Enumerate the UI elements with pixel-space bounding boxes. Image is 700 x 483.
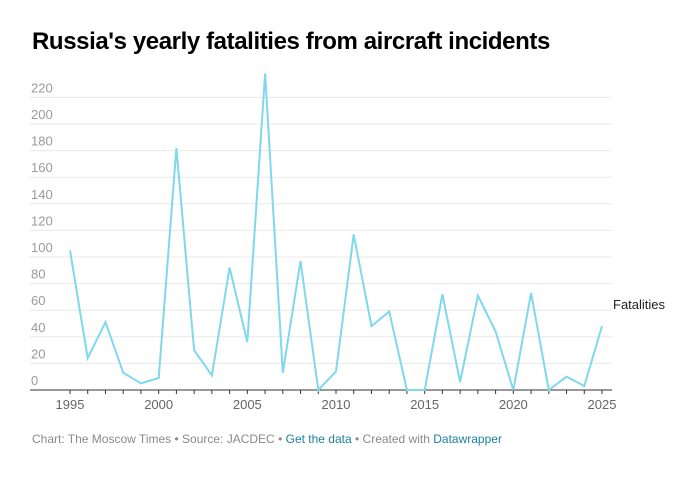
data-point bbox=[192, 348, 197, 353]
data-point bbox=[458, 380, 463, 385]
data-point bbox=[546, 388, 551, 393]
data-point bbox=[582, 384, 587, 389]
data-point bbox=[564, 374, 569, 379]
footer-separator: • bbox=[171, 432, 183, 446]
data-point bbox=[245, 340, 250, 345]
data-point bbox=[404, 388, 409, 393]
series-line-fatalities bbox=[69, 73, 603, 393]
data-point bbox=[298, 258, 303, 263]
x-tick-label: 2020 bbox=[499, 397, 528, 412]
data-point bbox=[103, 320, 108, 325]
data-point bbox=[85, 356, 90, 361]
y-tick-label: 180 bbox=[31, 134, 53, 149]
data-point bbox=[156, 376, 161, 381]
chart-title: Russia's yearly fatalities from aircraft… bbox=[32, 28, 550, 55]
series-layer: Fatalities bbox=[68, 71, 666, 393]
data-point bbox=[475, 293, 480, 298]
chart-credit: Chart: The Moscow Times bbox=[32, 432, 172, 446]
x-tick-label: 2025 bbox=[588, 397, 617, 412]
data-point bbox=[209, 373, 214, 378]
data-point bbox=[529, 290, 534, 295]
y-tick-label: 200 bbox=[31, 107, 53, 122]
x-axis-ticks: 1995 2000 2005 2010 2015 2020 2025 bbox=[56, 390, 617, 412]
x-tick-label: 2000 bbox=[144, 397, 173, 412]
y-tick-label: 20 bbox=[31, 346, 45, 361]
y-tick-label: 40 bbox=[31, 320, 45, 335]
y-tick-label: 160 bbox=[31, 160, 53, 175]
data-point bbox=[227, 265, 232, 270]
x-tick-label: 1995 bbox=[56, 397, 85, 412]
data-point bbox=[316, 388, 321, 393]
y-tick-label: 220 bbox=[31, 80, 53, 95]
data-point bbox=[422, 388, 427, 393]
data-point bbox=[174, 145, 179, 150]
gridlines bbox=[30, 96, 612, 391]
y-tick-label: 0 bbox=[31, 373, 38, 388]
footer-separator: • bbox=[274, 432, 286, 446]
data-point bbox=[387, 309, 392, 314]
chart-footer: Chart: The Moscow Times • Source: JACDEC… bbox=[32, 432, 502, 446]
data-point bbox=[351, 232, 356, 237]
data-point bbox=[121, 370, 126, 375]
data-point bbox=[280, 370, 285, 375]
y-tick-label: 80 bbox=[31, 267, 45, 282]
data-point bbox=[493, 329, 498, 334]
y-tick-label: 100 bbox=[31, 240, 53, 255]
data-point bbox=[369, 324, 374, 329]
data-point bbox=[600, 324, 605, 329]
data-point bbox=[138, 381, 143, 386]
y-tick-label: 60 bbox=[31, 293, 45, 308]
y-axis-ticks: 0 20 40 60 80 100 120 140 160 180 200 220 bbox=[31, 80, 53, 388]
data-point bbox=[263, 71, 268, 76]
chart-source: Source: JACDEC bbox=[182, 432, 275, 446]
created-with-text: Created with bbox=[362, 432, 430, 446]
data-point bbox=[511, 388, 516, 393]
x-tick-label: 2015 bbox=[410, 397, 439, 412]
x-tick-label: 2010 bbox=[322, 397, 351, 412]
data-point bbox=[334, 369, 339, 374]
data-point bbox=[440, 292, 445, 297]
x-tick-label: 2005 bbox=[233, 397, 262, 412]
data-point bbox=[68, 248, 73, 253]
datawrapper-link[interactable]: Datawrapper bbox=[433, 432, 502, 446]
get-the-data-link[interactable]: Get the data bbox=[285, 432, 352, 446]
y-tick-label: 140 bbox=[31, 187, 53, 202]
y-tick-label: 120 bbox=[31, 213, 53, 228]
series-label: Fatalities bbox=[613, 297, 666, 312]
footer-separator: • bbox=[351, 432, 363, 446]
